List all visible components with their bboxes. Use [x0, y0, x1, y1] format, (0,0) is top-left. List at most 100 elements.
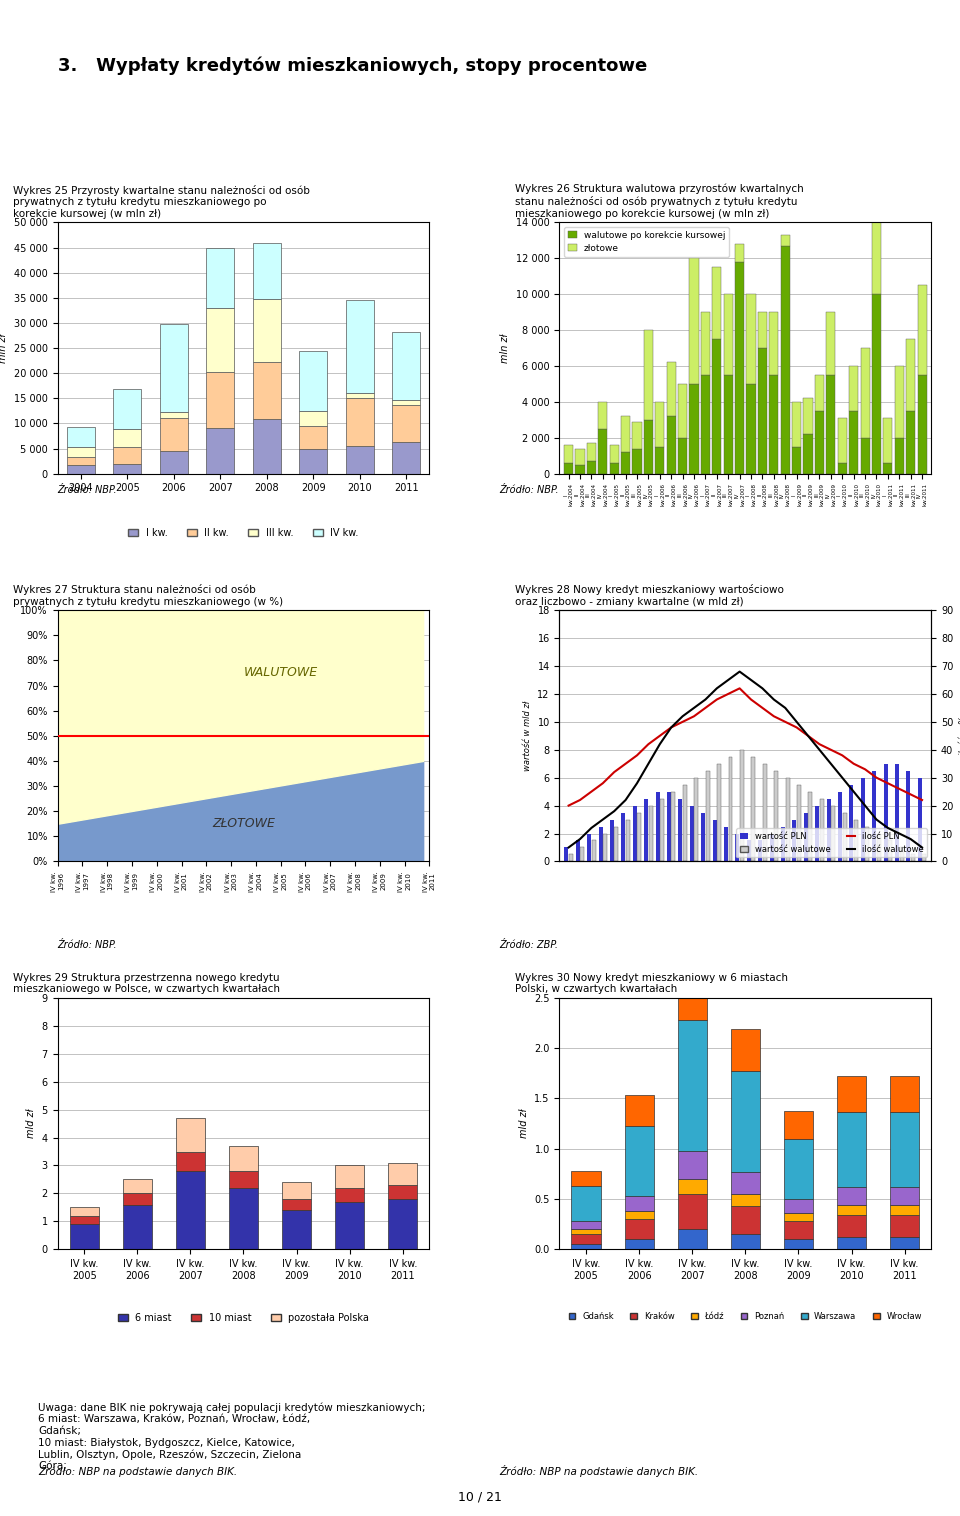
- Bar: [571, 1220, 601, 1229]
- Bar: [712, 340, 721, 473]
- ilość walutowe: [780, 699, 791, 717]
- ilość PLN: [882, 775, 894, 793]
- Legend: Gdańsk, Kraków, Łódź, Poznań, Warszawa, Wrocław: Gdańsk, Kraków, Łódź, Poznań, Warszawa, …: [565, 1308, 925, 1325]
- ilość walutowe: [632, 775, 643, 793]
- ilość walutowe: [814, 741, 826, 760]
- Bar: [747, 840, 751, 861]
- Bar: [849, 365, 858, 411]
- Bar: [393, 443, 420, 473]
- ilość PLN: [745, 690, 756, 708]
- Bar: [689, 384, 699, 473]
- Bar: [666, 362, 676, 417]
- Bar: [393, 405, 420, 443]
- Bar: [815, 411, 824, 473]
- ilość walutowe: [609, 802, 620, 820]
- Bar: [206, 247, 234, 308]
- Bar: [393, 332, 420, 400]
- Bar: [792, 402, 802, 447]
- Text: 3.   Wypłaty kredytów mieszkaniowych, stopy procentowe: 3. Wypłaty kredytów mieszkaniowych, stop…: [58, 56, 647, 74]
- Bar: [575, 449, 585, 465]
- Bar: [228, 1146, 258, 1170]
- Bar: [783, 1220, 813, 1239]
- Bar: [282, 1182, 311, 1199]
- Bar: [918, 285, 926, 374]
- ilość walutowe: [756, 679, 768, 697]
- Bar: [625, 1096, 654, 1125]
- Bar: [731, 1207, 760, 1234]
- Bar: [724, 294, 732, 374]
- Bar: [781, 826, 785, 861]
- Bar: [621, 813, 625, 861]
- Bar: [252, 299, 280, 362]
- Bar: [717, 764, 721, 861]
- Bar: [724, 374, 732, 473]
- Bar: [625, 1239, 654, 1249]
- Bar: [621, 417, 630, 452]
- Bar: [783, 1111, 813, 1139]
- Bar: [571, 1170, 601, 1186]
- Bar: [712, 820, 716, 861]
- Bar: [610, 462, 619, 473]
- ilość walutowe: [745, 672, 756, 690]
- Bar: [849, 411, 858, 473]
- Bar: [706, 770, 709, 861]
- Bar: [890, 1187, 920, 1205]
- Bar: [890, 1111, 920, 1187]
- ilość PLN: [780, 713, 791, 731]
- Bar: [780, 246, 790, 473]
- ilość PLN: [791, 719, 803, 737]
- ilość PLN: [871, 769, 882, 787]
- Bar: [228, 1189, 258, 1249]
- ilość PLN: [677, 713, 688, 731]
- Bar: [614, 826, 618, 861]
- Bar: [689, 258, 699, 384]
- Bar: [591, 840, 595, 861]
- Bar: [633, 421, 641, 449]
- Bar: [610, 444, 619, 462]
- Bar: [890, 1076, 920, 1111]
- Bar: [388, 1199, 418, 1249]
- Bar: [571, 1186, 601, 1220]
- Bar: [159, 324, 188, 412]
- Bar: [346, 446, 373, 473]
- Bar: [67, 464, 95, 473]
- Line: ilość PLN: ilość PLN: [568, 688, 922, 805]
- Bar: [678, 384, 687, 438]
- Bar: [918, 778, 922, 861]
- Bar: [564, 444, 573, 462]
- Bar: [769, 312, 779, 374]
- Bar: [724, 826, 728, 861]
- Bar: [831, 805, 835, 861]
- Bar: [346, 393, 373, 399]
- Bar: [906, 411, 915, 473]
- Bar: [762, 764, 767, 861]
- Text: Uwaga: dane BIK nie pokrywają całej populacji kredytów mieszkaniowych;
6 miast: : Uwaga: dane BIK nie pokrywają całej popu…: [38, 1402, 426, 1472]
- Bar: [837, 1205, 866, 1214]
- Bar: [747, 294, 756, 384]
- ilość PLN: [700, 699, 711, 717]
- Bar: [67, 428, 95, 447]
- Bar: [393, 400, 420, 405]
- Bar: [67, 456, 95, 464]
- ilość walutowe: [688, 699, 700, 717]
- Legend: I kw., II kw., III kw., IV kw.: I kw., II kw., III kw., IV kw.: [124, 523, 363, 541]
- Bar: [757, 312, 767, 349]
- Bar: [740, 750, 744, 861]
- Bar: [906, 340, 915, 411]
- Bar: [792, 820, 797, 861]
- ilość walutowe: [597, 811, 609, 829]
- Y-axis label: mln zł: mln zł: [500, 334, 511, 362]
- ilość walutowe: [882, 819, 894, 837]
- ilość walutowe: [620, 791, 632, 810]
- ilość PLN: [688, 706, 700, 725]
- Bar: [123, 1205, 152, 1249]
- Bar: [701, 312, 710, 374]
- Bar: [335, 1166, 364, 1189]
- Bar: [883, 418, 893, 462]
- Bar: [900, 847, 903, 861]
- ilość walutowe: [836, 769, 848, 787]
- Bar: [678, 1151, 707, 1179]
- Bar: [625, 1219, 654, 1239]
- Legend: walutowe po korekcie kursowej, złotowe: walutowe po korekcie kursowej, złotowe: [564, 227, 729, 256]
- Bar: [860, 349, 870, 438]
